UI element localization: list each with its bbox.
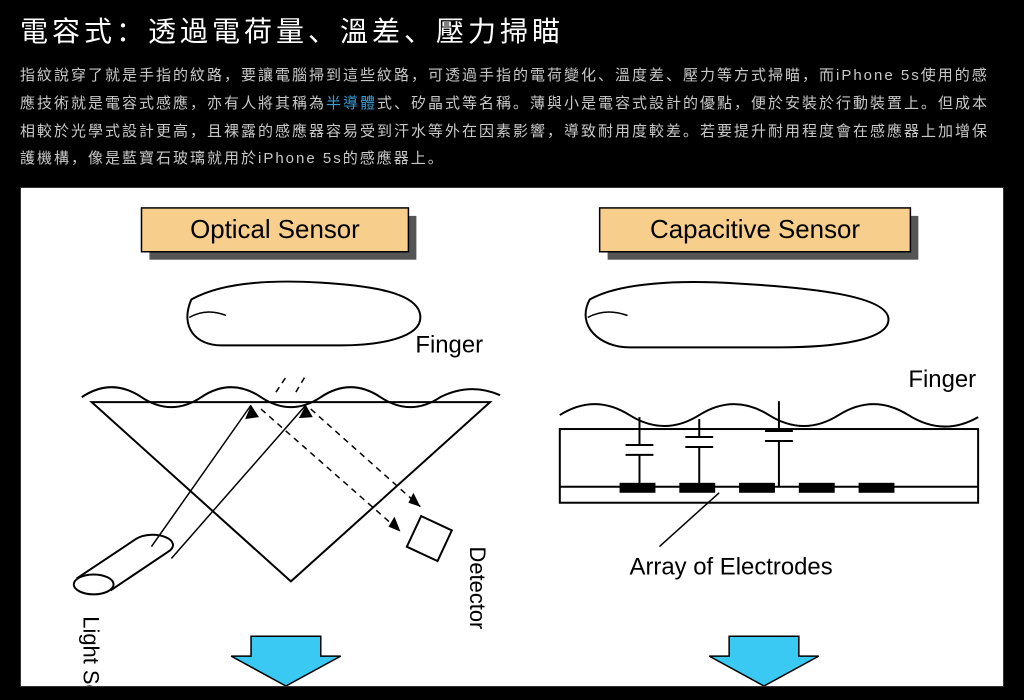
optical-result-arrow	[231, 636, 341, 686]
capacitive-sensor-panel: Capacitive Sensor Finger	[560, 208, 978, 686]
electrode-5	[859, 483, 895, 493]
electrodes-label: Array of Electrodes	[630, 553, 833, 580]
light-source-body	[77, 535, 173, 591]
electrode-4	[799, 483, 835, 493]
ray-out-2	[311, 409, 421, 507]
capacitor-3	[765, 401, 793, 487]
optical-prism	[92, 402, 490, 581]
section-heading: 電容式：透過電荷量、溫差、壓力掃瞄	[20, 10, 1004, 50]
capacitive-title: Capacitive Sensor	[650, 216, 860, 244]
capacitive-finger-nail	[588, 312, 628, 318]
optical-finger-label: Finger	[415, 331, 483, 358]
capacitive-finger-label: Finger	[908, 366, 976, 393]
detector-box	[407, 516, 452, 561]
optical-title: Optical Sensor	[190, 216, 360, 244]
diagram-svg: Optical Sensor Finger Light Source	[21, 188, 1003, 686]
electrode-3	[739, 483, 775, 493]
capacitive-result-arrow	[709, 636, 819, 686]
section-paragraph: 指紋說穿了就是手指的紋路，要讓電腦掃到這些紋路，可透過手指的電荷變化、溫度差、壓…	[20, 62, 1004, 173]
optical-ridge-line	[82, 387, 500, 407]
capacitive-ridge-line	[560, 404, 978, 426]
semiconductor-link[interactable]: 半導體	[326, 95, 377, 112]
light-source-label: Light Source	[79, 616, 104, 686]
electrode-callout	[659, 493, 719, 547]
sensor-comparison-diagram: Optical Sensor Finger Light Source	[20, 187, 1004, 687]
capacitive-finger-outline	[586, 282, 889, 347]
electrode-2	[679, 483, 715, 493]
optical-finger-nail	[189, 312, 226, 318]
optical-sensor-panel: Optical Sensor Finger Light Source	[74, 208, 500, 686]
detector-label: Detector	[465, 547, 490, 630]
electrode-1	[620, 483, 656, 493]
capacitor-1	[626, 417, 654, 487]
